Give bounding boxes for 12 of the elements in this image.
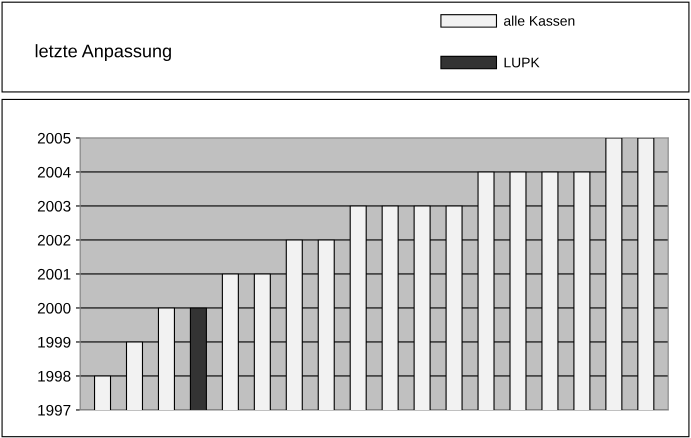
legend-label: LUPK bbox=[504, 58, 540, 68]
y-tick-label: 2002 bbox=[38, 234, 70, 246]
y-tick-label: 1999 bbox=[38, 336, 70, 348]
legend-label: alle Kassen bbox=[504, 16, 574, 26]
y-tick-label: 2004 bbox=[38, 166, 71, 178]
y-tick-label: 2005 bbox=[38, 132, 70, 144]
y-tick-label: 1997 bbox=[38, 404, 70, 416]
y-tick-label: 1998 bbox=[38, 370, 70, 382]
y-tick-label: 2001 bbox=[38, 268, 70, 280]
chart-title: letzte Anpassung bbox=[36, 44, 171, 61]
y-tick-label: 2003 bbox=[38, 200, 70, 212]
y-tick-label: 2000 bbox=[38, 302, 71, 314]
